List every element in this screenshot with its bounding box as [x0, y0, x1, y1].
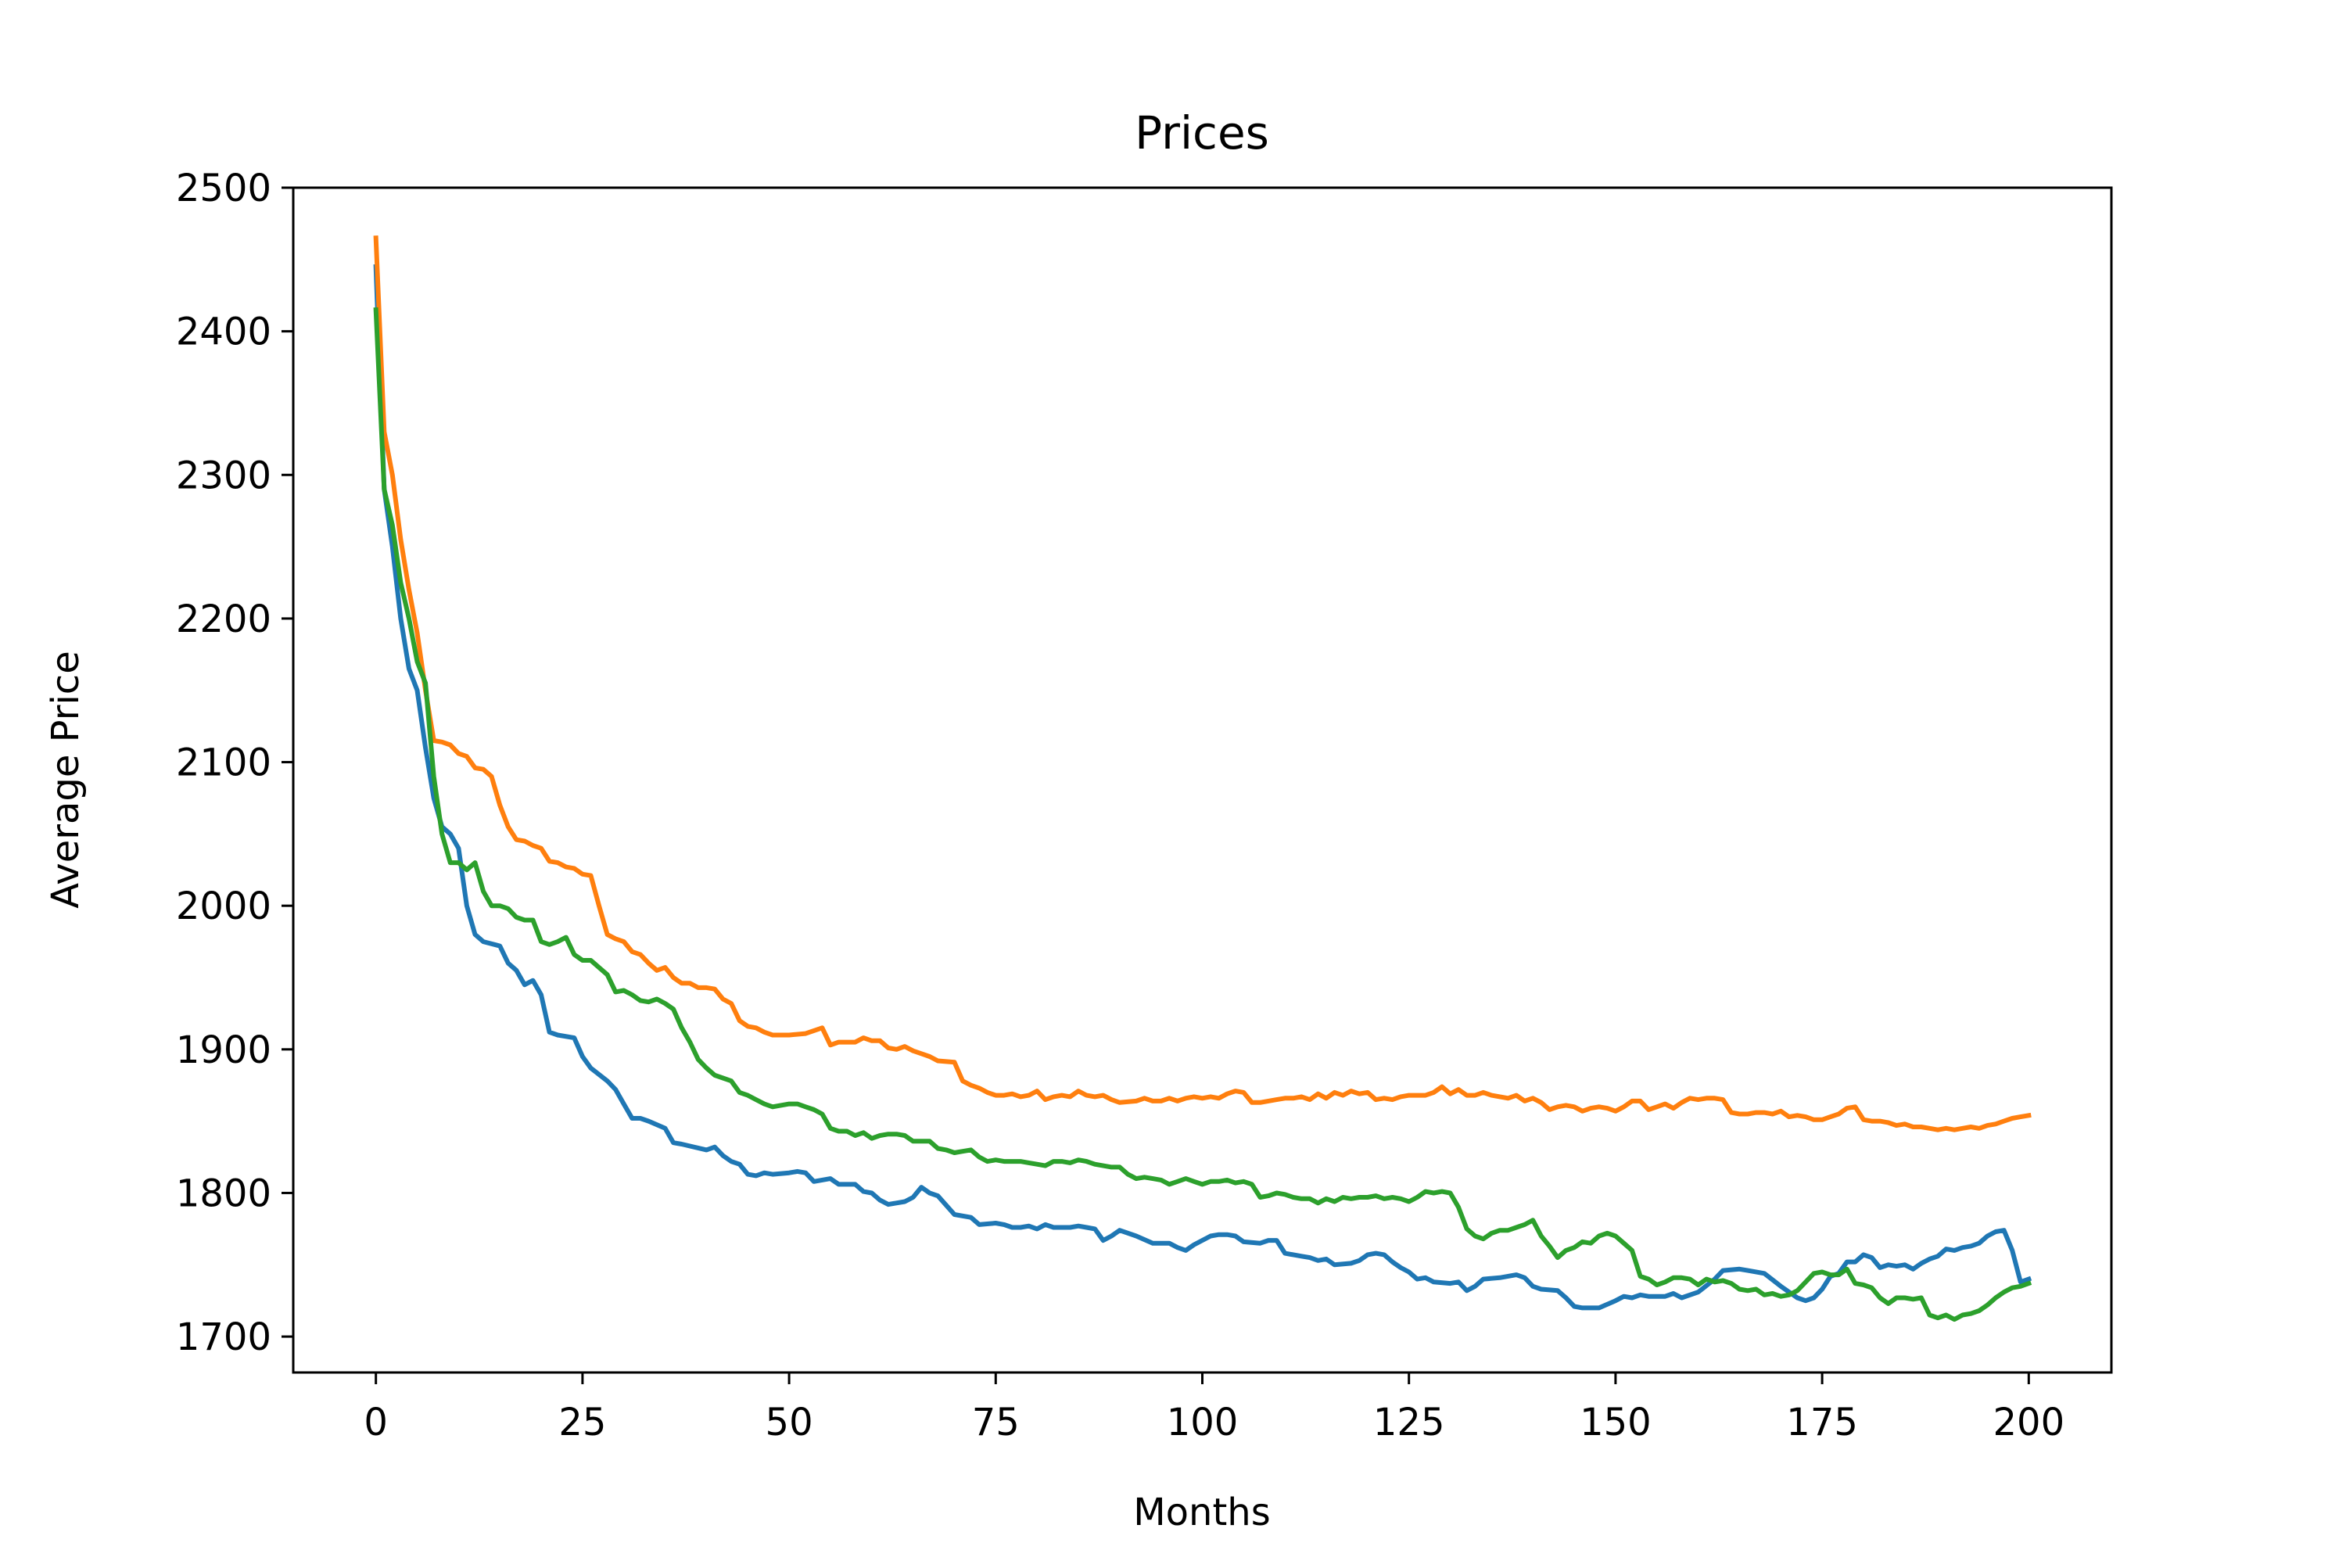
x-tick-label: 0: [364, 1401, 388, 1444]
x-tick-label: 175: [1786, 1401, 1858, 1444]
x-tick-label: 200: [1993, 1401, 2065, 1444]
y-tick-label: 2300: [176, 454, 271, 497]
x-tick-label: 100: [1167, 1401, 1239, 1444]
y-tick-label: 2500: [176, 167, 271, 210]
y-tick-label: 1900: [176, 1028, 271, 1072]
y-axis-label: Average Price: [44, 651, 88, 908]
y-tick-label: 2200: [176, 597, 271, 641]
series-line-1: [373, 264, 2032, 1311]
series-line-2: [373, 235, 2032, 1132]
y-axis: 1700 1800 1900 2000 2100 2200 2300 2400 2500: [176, 167, 293, 1359]
x-axis-label: Months: [1133, 1491, 1270, 1534]
x-tick-label: 125: [1373, 1401, 1445, 1444]
y-tick-label: 2400: [176, 310, 271, 354]
x-axis: 0 25 50 75 100 125 150 175 200: [364, 1372, 2064, 1444]
chart-title: Prices: [1135, 106, 1269, 160]
x-tick-label: 50: [766, 1401, 813, 1444]
y-tick-label: 1700: [176, 1315, 271, 1359]
series-layer: [373, 235, 2032, 1322]
y-tick-label: 2100: [176, 741, 271, 785]
x-tick-label: 25: [558, 1401, 606, 1444]
y-tick-label: 1800: [176, 1172, 271, 1215]
series-line-3: [373, 307, 2032, 1322]
x-tick-label: 75: [972, 1401, 1020, 1444]
x-tick-label: 150: [1580, 1401, 1652, 1444]
y-tick-label: 2000: [176, 884, 271, 928]
